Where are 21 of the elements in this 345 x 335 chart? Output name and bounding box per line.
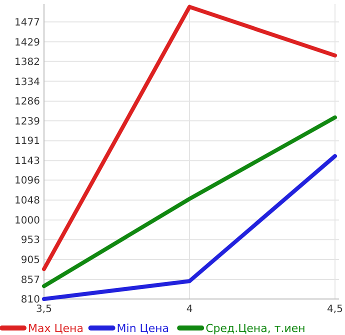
x-tick-label: 4,5	[327, 304, 343, 315]
y-tick-label: 1477	[14, 17, 40, 28]
y-tick-label: 857	[20, 274, 40, 286]
x-tick-label: 4	[186, 304, 193, 315]
y-tick-label: 953	[20, 235, 40, 246]
y-tick-label: 1239	[14, 116, 40, 128]
y-tick-label: 1048	[14, 196, 40, 207]
y-tick-label: 1382	[14, 56, 40, 68]
y-tick-label: 810	[20, 294, 40, 306]
legend-label: Min Цена	[116, 322, 170, 335]
y-tick-label: 1143	[14, 156, 40, 168]
legend-label: Сред.Цена, т.иен	[206, 322, 306, 335]
legend-label: Max Цена	[28, 322, 84, 335]
y-tick-label: 905	[20, 255, 40, 266]
y-tick-label: 1334	[14, 76, 40, 88]
x-tick-label: 3,5	[36, 304, 52, 315]
y-tick-label: 1286	[14, 96, 40, 108]
y-tick-label: 1096	[14, 176, 40, 187]
y-tick-label: 1429	[14, 37, 40, 48]
y-tick-label: 1191	[14, 136, 40, 148]
y-tick-label: 1000	[14, 216, 40, 227]
